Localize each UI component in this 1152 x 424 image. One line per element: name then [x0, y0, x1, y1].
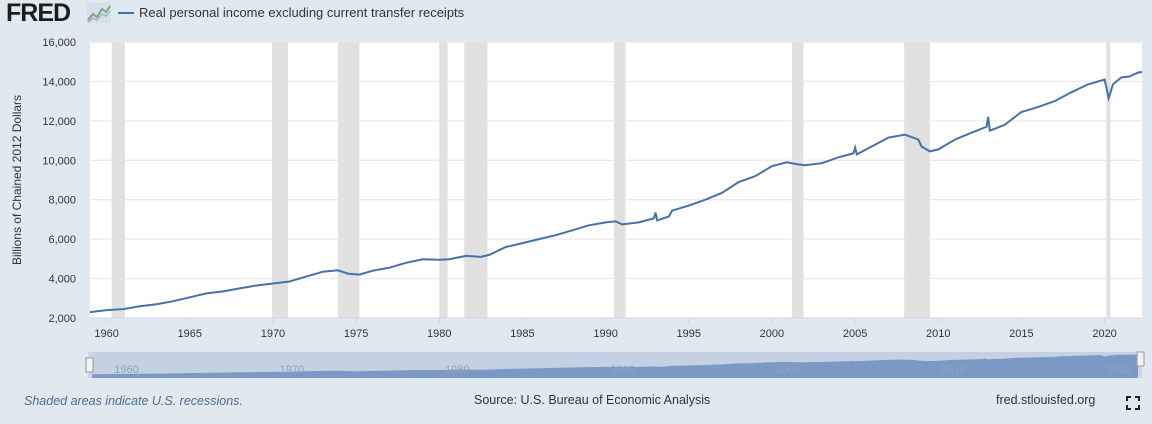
navigator-tick-label: 1970 — [280, 364, 304, 376]
recession-band — [111, 42, 125, 318]
fullscreen-icon[interactable] — [1126, 396, 1140, 410]
recession-band — [1106, 42, 1111, 318]
x-tick-label: 1980 — [427, 328, 451, 340]
y-tick-label: 12,000 — [42, 116, 76, 128]
y-tick-label: 10,000 — [42, 155, 76, 167]
recession-shading — [111, 42, 1111, 318]
y-tick-label: 14,000 — [42, 76, 76, 88]
navigator-tick-label: 2010 — [941, 364, 965, 376]
source-text: Source: U.S. Bureau of Economic Analysis — [474, 393, 711, 407]
y-tick-label: 6,000 — [48, 234, 76, 246]
navigator-tick-label: 1990 — [610, 364, 634, 376]
x-tick-label: 2015 — [1009, 328, 1033, 340]
y-tick-label: 4,000 — [48, 274, 76, 286]
x-tick-label: 1995 — [677, 328, 701, 340]
recession-band — [464, 42, 488, 318]
x-tick-label: 1975 — [344, 328, 368, 340]
legend-label[interactable]: Real personal income excluding current t… — [139, 5, 465, 20]
navigator-left-handle[interactable] — [85, 357, 94, 373]
x-tick-label: 1970 — [261, 328, 285, 340]
x-tick-label: 1965 — [178, 328, 202, 340]
range-navigator: 1960 1970 1980 1990 2000 2010 2020 — [85, 351, 1145, 378]
x-tick-label: 2010 — [926, 328, 950, 340]
legend-swatch — [118, 12, 134, 14]
navigator-tick-label: 1960 — [114, 364, 138, 376]
x-tick-label: 2000 — [760, 328, 784, 340]
y-tick-label: 8,000 — [48, 195, 76, 207]
navigator-tick-label: 1980 — [445, 364, 469, 376]
y-tick-labels: 2,000 4,000 6,000 8,000 10,000 12,000 14,000 16… — [42, 37, 76, 325]
x-tick-label: 1985 — [510, 328, 534, 340]
navigator-tick-labels: 1960 1970 1980 1990 2000 2010 2020 — [114, 364, 1131, 376]
x-tick-label: 1960 — [94, 328, 118, 340]
series-line — [89, 71, 1143, 314]
x-tick-label: 2020 — [1092, 328, 1116, 340]
navigator-right-handle[interactable] — [1136, 351, 1145, 367]
recession-note: Shaded areas indicate U.S. recessions. — [24, 394, 243, 408]
site-link[interactable]: fred.stlouisfed.org — [996, 393, 1096, 407]
recession-band — [272, 42, 288, 318]
navigator-tick-label: 2000 — [776, 364, 800, 376]
x-tick-label: 1990 — [593, 328, 617, 340]
y-gridlines — [90, 41, 1142, 319]
fred-graph-icon — [87, 3, 111, 23]
navigator-area — [92, 354, 1138, 378]
y-tick-label: 2,000 — [48, 313, 76, 325]
navigator-tick-label: 2020 — [1107, 364, 1131, 376]
recession-band — [613, 42, 626, 318]
x-tick-label: 2005 — [843, 328, 867, 340]
chart-header: FRED Real personal income excluding curr… — [0, 0, 1152, 30]
fred-logo[interactable]: FRED — [6, 0, 71, 27]
y-tick-label: 16,000 — [42, 37, 76, 49]
recession-band — [439, 42, 448, 318]
x-tick-labels: 1960 1965 1970 1975 1980 1985 1990 1995 2000 2005… — [94, 318, 1117, 340]
recession-band — [337, 42, 360, 318]
y-axis-label: Billions of Chained 2012 Dollars — [10, 95, 24, 265]
recession-band — [904, 42, 930, 318]
recession-band — [791, 42, 804, 318]
